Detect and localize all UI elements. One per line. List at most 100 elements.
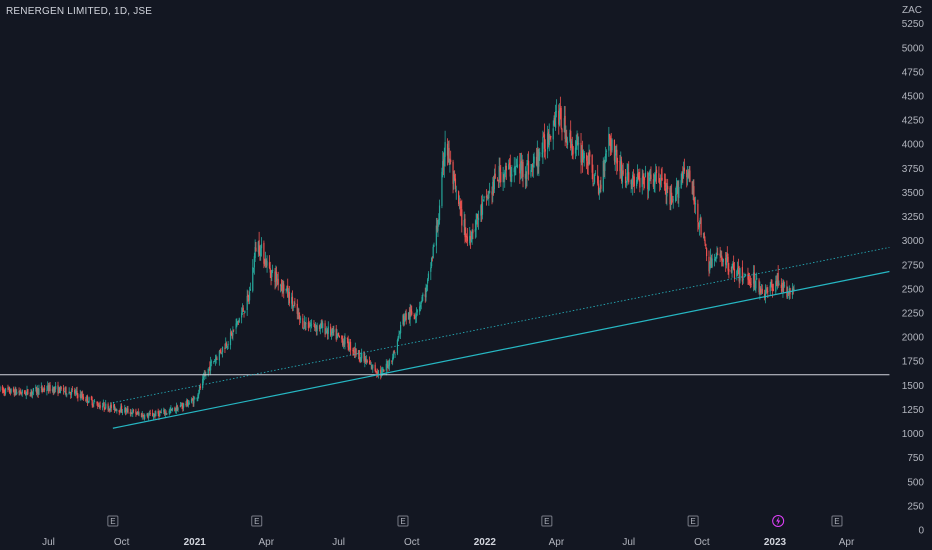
candle-body	[270, 270, 272, 279]
candle-body	[169, 410, 171, 412]
earnings-marker-label: E	[254, 517, 259, 526]
candle-body	[105, 403, 107, 409]
candle-body	[230, 331, 232, 334]
earnings-marker[interactable]: E	[107, 515, 119, 527]
candle-body	[163, 410, 166, 415]
candle-body	[203, 374, 205, 377]
candle-body	[544, 149, 546, 152]
candle-body	[282, 282, 284, 293]
candle-body	[8, 387, 11, 393]
candle-body	[175, 410, 177, 411]
candle-body	[179, 405, 182, 408]
earnings-marker[interactable]: E	[541, 515, 553, 527]
candle-body	[613, 139, 616, 161]
candle-body	[711, 258, 713, 267]
candle-body	[53, 387, 55, 394]
candle-body	[582, 150, 584, 163]
candle-body	[97, 403, 99, 407]
candle-body	[140, 413, 143, 418]
x-tick-label: 2022	[474, 537, 497, 548]
candle-body	[82, 396, 85, 400]
candle-body	[675, 185, 678, 196]
trend-line[interactable]	[112, 270, 890, 429]
candle-body	[142, 414, 144, 417]
candle-body	[765, 289, 767, 292]
candle-body	[396, 340, 399, 354]
candle-body	[566, 138, 568, 143]
candle-body	[772, 289, 774, 291]
candle-body	[413, 315, 415, 317]
x-tick-label: Oct	[694, 537, 710, 548]
candle-body	[108, 408, 110, 411]
candle-body	[236, 320, 238, 324]
candle-body	[616, 149, 618, 164]
earnings-marker[interactable]: E	[687, 515, 699, 527]
y-tick-label: 750	[907, 453, 924, 464]
candle-body	[132, 410, 134, 414]
candle-body	[697, 203, 699, 222]
candle-body	[787, 292, 790, 294]
candle-body	[531, 164, 534, 167]
candle-body	[51, 388, 54, 391]
candle-body	[720, 256, 722, 257]
candle-body	[660, 177, 662, 180]
candle-body	[202, 376, 205, 380]
candle-body	[207, 368, 209, 375]
candle-body	[19, 392, 21, 394]
candle-body	[287, 285, 289, 297]
candle-body	[352, 349, 354, 352]
x-tick-label: Apr	[258, 537, 274, 548]
candle-body	[299, 314, 301, 319]
candle-body	[92, 404, 94, 406]
candle-body	[548, 134, 550, 146]
candle-body	[29, 394, 31, 396]
candle-body	[713, 259, 716, 261]
candle-body	[213, 361, 215, 363]
candle-body	[426, 285, 428, 287]
candle-body	[149, 412, 151, 414]
candle-body	[294, 303, 296, 305]
candle-body	[642, 175, 644, 179]
candle-body	[318, 325, 321, 329]
candle-body	[525, 175, 527, 178]
candle-body	[375, 370, 377, 372]
candle-body	[611, 139, 613, 151]
y-tick-label: 0	[918, 526, 924, 537]
earnings-marker[interactable]: E	[251, 515, 263, 527]
candle-body	[137, 411, 139, 414]
candle-body	[742, 278, 744, 281]
candle-body	[469, 236, 472, 241]
candle-body	[281, 285, 283, 291]
candle-body	[466, 236, 468, 242]
candle-body	[3, 389, 5, 393]
candle-body	[447, 148, 449, 155]
x-tick-label: Apr	[839, 537, 855, 548]
candle-body	[470, 239, 472, 243]
candle-body	[118, 410, 120, 412]
candle-body	[342, 341, 344, 346]
candle-body	[700, 218, 702, 235]
candle-body	[113, 404, 115, 408]
candle-body	[371, 365, 373, 369]
candle-body	[331, 328, 333, 332]
candle-body	[307, 322, 310, 328]
dotted-trend-line[interactable]	[112, 247, 890, 404]
currency-label: ZAC	[902, 5, 922, 16]
candle-body	[585, 154, 588, 161]
candle-body	[387, 364, 389, 368]
candle-body	[550, 136, 552, 138]
earnings-marker[interactable]: E	[831, 515, 843, 527]
candle-body	[27, 389, 29, 395]
candle-body	[619, 160, 621, 172]
candle-body	[748, 279, 750, 281]
candle-body	[636, 180, 638, 187]
candle-body	[686, 172, 689, 180]
candle-body	[632, 174, 634, 185]
lightning-icon[interactable]	[772, 515, 785, 527]
candle-body	[221, 346, 224, 353]
candle-body	[124, 407, 126, 413]
candle-body	[578, 143, 580, 145]
earnings-marker[interactable]: E	[397, 515, 409, 527]
candle-body	[543, 134, 546, 149]
